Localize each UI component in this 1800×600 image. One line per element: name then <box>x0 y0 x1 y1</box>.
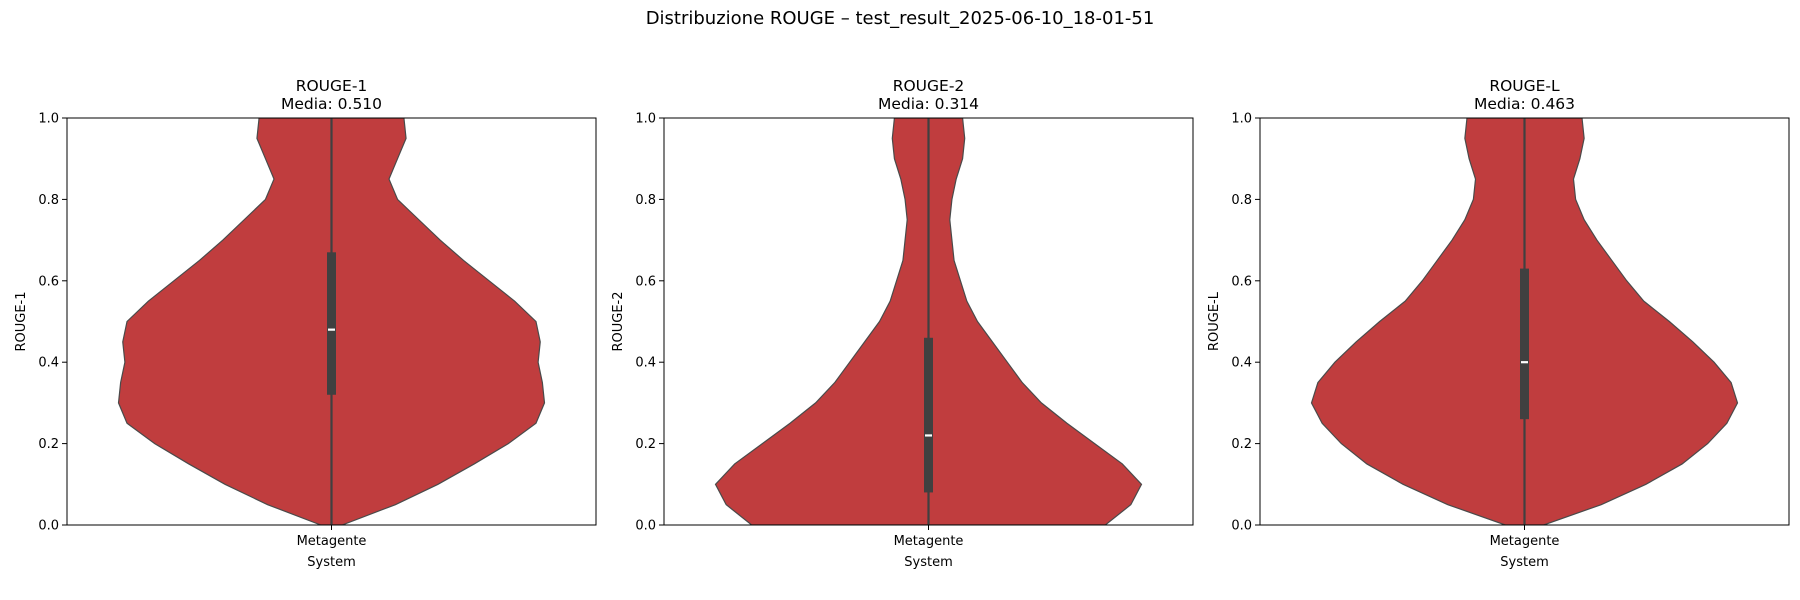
x-tick-label: Metagente <box>297 534 367 549</box>
x-axis-label: System <box>1500 555 1548 570</box>
y-axis-label: ROUGE-1 <box>14 291 29 351</box>
y-tick-label: 0.2 <box>635 437 656 452</box>
violin-iqr-box <box>924 337 933 493</box>
subplot-rouge-1: 0.0 0.2 0.4 0.6 0.8 1.0 Metagente System ROUGE-1… <box>14 77 597 570</box>
subplot-mean-label: Media: 0.463 <box>1474 95 1575 113</box>
x-axis-label: System <box>904 555 952 570</box>
subplot-rouge-2: 0.0 0.2 0.4 0.6 0.8 1.0 Metagente System ROUGE-2… <box>611 77 1194 570</box>
x-tick-label: Metagente <box>1490 534 1560 549</box>
y-tick-label: 0.8 <box>1231 193 1252 208</box>
y-tick-label: 1.0 <box>1231 112 1252 127</box>
y-tick-label: 0.4 <box>1231 356 1252 371</box>
violin-iqr-box <box>327 252 336 395</box>
x-axis-label: System <box>307 555 355 570</box>
y-tick-label: 0.2 <box>38 437 59 452</box>
subplot-rouge-l: 0.0 0.2 0.4 0.6 0.8 1.0 Metagente System ROUGE-L… <box>1207 77 1790 570</box>
y-axis-label: ROUGE-L <box>1207 291 1222 351</box>
y-tick-label: 0.0 <box>1231 519 1252 534</box>
y-tick-label: 0.4 <box>635 356 656 371</box>
y-tick-label: 0.2 <box>1231 437 1252 452</box>
y-tick-label: 0.8 <box>38 193 59 208</box>
y-tick-label: 0.8 <box>635 193 656 208</box>
y-tick-label: 0.6 <box>38 274 59 289</box>
subplot-title: ROUGE-2 <box>893 77 965 95</box>
y-tick-label: 1.0 <box>635 112 656 127</box>
subplot-mean-label: Media: 0.510 <box>281 95 382 113</box>
violin-iqr-box <box>1520 268 1529 420</box>
subplot-mean-label: Media: 0.314 <box>878 95 979 113</box>
subplot-title: ROUGE-1 <box>296 77 368 95</box>
y-tick-label: 0.6 <box>1231 274 1252 289</box>
y-axis-label: ROUGE-2 <box>611 291 626 351</box>
y-tick-label: 0.4 <box>38 356 59 371</box>
subplot-title: ROUGE-L <box>1489 77 1560 95</box>
y-tick-label: 0.0 <box>635 519 656 534</box>
x-tick-label: Metagente <box>894 534 964 549</box>
y-tick-label: 1.0 <box>38 112 59 127</box>
y-tick-label: 0.6 <box>635 274 656 289</box>
figure-title: Distribuzione ROUGE – test_result_2025-0… <box>645 8 1155 29</box>
y-tick-label: 0.0 <box>38 519 59 534</box>
